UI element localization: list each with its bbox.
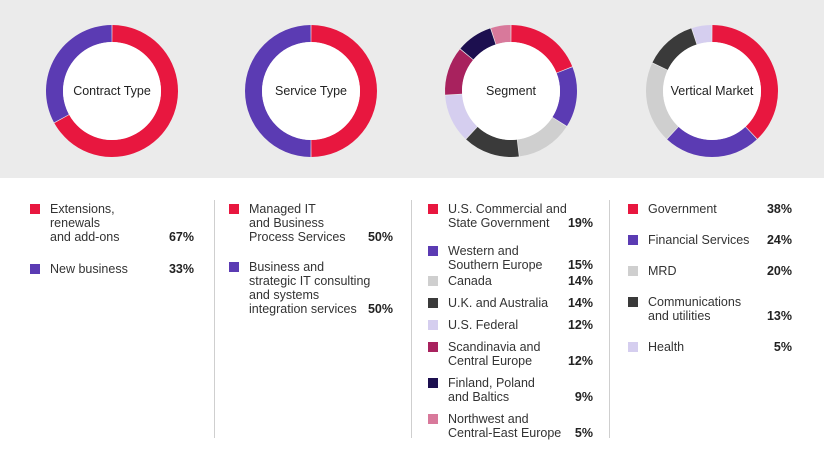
- service-type-donut-svg: [245, 25, 377, 157]
- legend-item-communications-and-utilities: Communications and utilities 13%: [628, 295, 792, 323]
- legend-value: 15%: [567, 258, 593, 272]
- legend-item-u-s-commercial-and-state-government: U.S. Commercial and State Government 19%: [428, 202, 593, 230]
- legend-swatch: [428, 342, 438, 352]
- segment-donut-svg: [445, 25, 577, 157]
- legend-label: Government: [648, 202, 717, 216]
- slice-health: [691, 25, 712, 45]
- slice-canada: [517, 117, 567, 157]
- segment-donut: Segment: [440, 20, 582, 162]
- legend-item-business-and-strategic-it-consulting-and-systems-integration-services: Business and strategic IT consulting and…: [229, 260, 393, 316]
- slice-u-k-and-australia: [466, 126, 519, 157]
- legend-swatch: [428, 246, 438, 256]
- legend-swatch: [229, 204, 239, 214]
- slice-scandinavia-and-central-europe: [445, 49, 474, 95]
- legend-label: U.K. and Australia: [448, 296, 549, 310]
- legend-label: U.S. Federal: [448, 318, 519, 332]
- legend-swatch: [628, 266, 638, 276]
- donut-hole: [663, 42, 761, 140]
- donut-hole: [462, 42, 560, 140]
- legend-label: Communications and utilities: [648, 295, 742, 323]
- legend-swatch: [628, 342, 638, 352]
- legend-item-extensions-renewals-and-add-ons: Extensions, renewals and add-ons 67%: [30, 202, 194, 244]
- legend-value: 9%: [574, 390, 593, 404]
- donut-hole: [262, 42, 360, 140]
- legend-value: 50%: [367, 302, 393, 316]
- legend-value: 12%: [567, 354, 593, 368]
- legend-label: Extensions, renewals and add-ons: [50, 202, 120, 244]
- legend-item-u-k-and-australia: U.K. and Australia 14%: [428, 296, 593, 310]
- legend-swatch: [428, 298, 438, 308]
- legend-label: Managed IT and Business Process Services: [249, 202, 346, 244]
- legend-item-canada: Canada 14%: [428, 274, 593, 288]
- column-divider: [411, 200, 412, 438]
- legend-value: 5%: [574, 426, 593, 440]
- legend-item-managed-it-and-business-process-services: Managed IT and Business Process Services…: [229, 202, 393, 244]
- contract-type-donut-svg: [46, 25, 178, 158]
- legend-value: 14%: [567, 296, 593, 310]
- slice-government: [712, 25, 778, 139]
- legend-label: New business: [50, 262, 128, 276]
- slice-financial-services: [667, 126, 757, 157]
- contract-type-donut: Contract Type: [41, 20, 183, 162]
- legend-value: 33%: [168, 262, 194, 276]
- legend-label: Western and Southern Europe: [448, 244, 543, 272]
- legend-swatch: [628, 297, 638, 307]
- donut-hole: [63, 42, 161, 140]
- slice-business-and-strategic-it-consulting-and-systems-integration-services: [245, 25, 311, 157]
- legend-label: Northwest and Central-East Europe: [448, 412, 562, 440]
- legend-value: 19%: [567, 216, 593, 230]
- legend-item-new-business: New business 33%: [30, 262, 194, 276]
- slice-mrd: [646, 63, 679, 139]
- slice-managed-it-and-business-process-services: [311, 25, 377, 157]
- slice-u-s-federal: [445, 94, 478, 139]
- legend-value: 5%: [773, 340, 792, 354]
- legend-value: 12%: [567, 318, 593, 332]
- slice-finland-poland-and-baltics: [460, 28, 496, 60]
- legend-label: Business and strategic IT consulting and…: [249, 260, 371, 316]
- vertical-market-donut: Vertical Market: [641, 20, 783, 162]
- legend-item-finland-poland-and-baltics: Finland, Poland and Baltics 9%: [428, 376, 593, 404]
- slice-new-business: [46, 25, 112, 123]
- slice-northwest-and-central-east-europe: [490, 25, 511, 45]
- legend-value: 20%: [766, 264, 792, 278]
- legend-item-u-s-federal: U.S. Federal 12%: [428, 318, 593, 332]
- legend-swatch: [30, 264, 40, 274]
- legend-item-government: Government 38%: [628, 202, 792, 216]
- legend-label: Health: [648, 340, 685, 354]
- legend-swatch: [428, 204, 438, 214]
- legend-item-scandinavia-and-central-europe: Scandinavia and Central Europe 12%: [428, 340, 593, 368]
- legend-label: MRD: [648, 264, 677, 278]
- slice-communications-and-utilities: [652, 28, 697, 70]
- vertical-market-donut-svg: [646, 25, 778, 157]
- legend-swatch: [428, 320, 438, 330]
- legend-item-northwest-and-central-east-europe: Northwest and Central-East Europe 5%: [428, 412, 593, 440]
- legend-value: 50%: [367, 230, 393, 244]
- column-divider: [214, 200, 215, 438]
- legend-item-financial-services: Financial Services 24%: [628, 233, 792, 247]
- service-type-donut: Service Type: [240, 20, 382, 162]
- legend-swatch: [229, 262, 239, 272]
- legend-swatch: [628, 204, 638, 214]
- legend-swatch: [428, 414, 438, 424]
- legend-label: Canada: [448, 274, 492, 288]
- legend-item-mrd: MRD 20%: [628, 264, 792, 278]
- legend-swatch: [30, 204, 40, 214]
- legend-value: 38%: [766, 202, 792, 216]
- legend-label: Scandinavia and Central Europe: [448, 340, 541, 368]
- legend-label: Financial Services: [648, 233, 750, 247]
- legend-value: 13%: [766, 309, 792, 323]
- legend-swatch: [428, 378, 438, 388]
- column-divider: [609, 200, 610, 438]
- legend-value: 24%: [766, 233, 792, 247]
- legend-label: Finland, Poland and Baltics: [448, 376, 535, 404]
- legend-value: 14%: [567, 274, 593, 288]
- legend-label: U.S. Commercial and State Government: [448, 202, 567, 230]
- legend-swatch: [428, 276, 438, 286]
- legend-value: 67%: [168, 230, 194, 244]
- legend-item-western-and-southern-europe: Western and Southern Europe 15%: [428, 244, 593, 272]
- slice-western-and-southern-europe: [552, 67, 577, 127]
- legend-item-health: Health 5%: [628, 340, 792, 354]
- slice-u-s-commercial-and-state-government: [511, 25, 573, 73]
- legend-swatch: [628, 235, 638, 245]
